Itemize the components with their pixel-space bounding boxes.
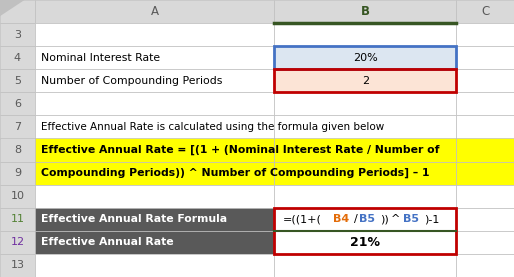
Text: 9: 9 (14, 168, 21, 178)
Polygon shape (0, 0, 25, 16)
Bar (456, 46, 514, 69)
Text: B5: B5 (403, 214, 419, 224)
Bar (456, 185, 514, 208)
Text: 10: 10 (10, 191, 25, 201)
Bar (35, 138, 274, 161)
Text: /: / (354, 214, 358, 224)
Text: Effective Annual Rate = [(1 + (Nominal Interest Rate / Number of: Effective Annual Rate = [(1 + (Nominal I… (41, 145, 439, 155)
Bar (0, 69, 35, 92)
Bar (0, 46, 35, 69)
Text: Effective Annual Rate Formula: Effective Annual Rate Formula (41, 214, 227, 224)
Text: )-1: )-1 (424, 214, 439, 224)
Text: 7: 7 (14, 122, 21, 132)
Bar (0, 92, 35, 116)
Text: Effective Annual Rate is calculated using the formula given below: Effective Annual Rate is calculated usin… (41, 122, 384, 132)
Text: C: C (481, 5, 489, 18)
Bar (35, 161, 274, 185)
Text: Effective Annual Rate: Effective Annual Rate (41, 237, 174, 247)
Bar (274, 0, 456, 23)
Bar (0, 23, 35, 46)
Bar (0, 161, 35, 185)
Text: A: A (151, 5, 158, 18)
Bar (35, 69, 274, 92)
Text: B: B (361, 5, 370, 18)
Bar (35, 208, 274, 231)
Bar (35, 185, 274, 208)
Bar (35, 116, 274, 138)
Text: 5: 5 (14, 76, 21, 86)
Text: 21%: 21% (350, 236, 380, 249)
Bar (35, 231, 274, 254)
Bar (0, 185, 35, 208)
Text: Number of Compounding Periods: Number of Compounding Periods (41, 76, 223, 86)
Bar (0, 231, 35, 254)
Bar (274, 138, 456, 161)
Bar (274, 254, 456, 277)
Bar (0, 138, 35, 161)
Bar (35, 46, 274, 69)
Bar (35, 0, 274, 23)
Bar (274, 231, 456, 254)
Bar (456, 138, 514, 161)
Bar (456, 92, 514, 116)
Text: Compounding Periods)) ^ Number of Compounding Periods] – 1: Compounding Periods)) ^ Number of Compou… (41, 168, 430, 178)
Text: ^: ^ (391, 214, 400, 224)
Bar (274, 46, 456, 69)
Bar (274, 161, 456, 185)
Bar (456, 208, 514, 231)
Bar (456, 0, 514, 23)
Bar (35, 92, 274, 116)
Text: 12: 12 (10, 237, 25, 247)
Text: 6: 6 (14, 99, 21, 109)
Text: =((1+(: =((1+( (283, 214, 322, 224)
Text: B5: B5 (359, 214, 375, 224)
Bar (456, 231, 514, 254)
Text: 11: 11 (10, 214, 25, 224)
Text: B4: B4 (334, 214, 350, 224)
Bar (0, 0, 35, 23)
Text: 20%: 20% (353, 53, 378, 63)
Bar (35, 254, 274, 277)
Bar (274, 92, 456, 116)
Text: 3: 3 (14, 30, 21, 40)
Bar (0, 208, 35, 231)
Text: 13: 13 (10, 260, 25, 270)
Bar (456, 69, 514, 92)
Text: 4: 4 (14, 53, 21, 63)
Bar (456, 116, 514, 138)
Bar (274, 23, 456, 46)
Bar (456, 161, 514, 185)
Bar (274, 69, 456, 92)
Bar (456, 254, 514, 277)
Bar (274, 69, 456, 92)
Text: Nominal Interest Rate: Nominal Interest Rate (41, 53, 160, 63)
Bar (456, 23, 514, 46)
Bar (0, 254, 35, 277)
Text: )): )) (380, 214, 389, 224)
Bar (274, 208, 456, 254)
Bar (35, 23, 274, 46)
Text: 8: 8 (14, 145, 21, 155)
Text: 2: 2 (362, 76, 369, 86)
Bar (274, 46, 456, 69)
Bar (274, 208, 456, 231)
Bar (274, 185, 456, 208)
Bar (0, 116, 35, 138)
Bar (274, 116, 456, 138)
